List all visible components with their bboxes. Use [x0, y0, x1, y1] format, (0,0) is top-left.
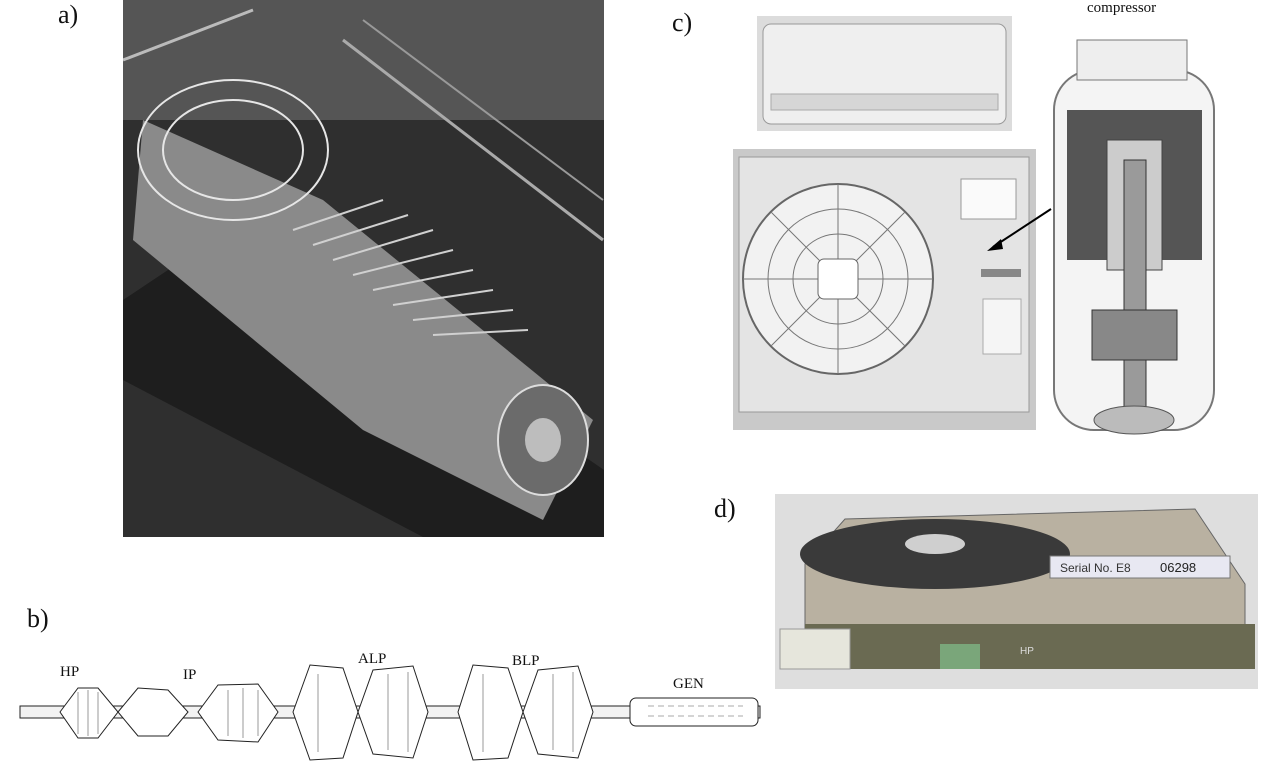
outdoor-unit-photo — [733, 149, 1036, 430]
compressor-caption: compressor — [1087, 0, 1157, 16]
arrow-icon — [987, 208, 1052, 251]
section-label-gen: GEN — [673, 676, 704, 692]
section-label-blp: BLP — [512, 653, 540, 669]
serial-number: 06298 — [1160, 560, 1196, 575]
section-label-ip: IP — [183, 667, 197, 683]
brand-label: HP — [1020, 646, 1034, 657]
compressor-cutaway — [1052, 20, 1217, 440]
panel-label-b: b) — [27, 604, 49, 633]
indoor-unit-photo — [757, 16, 1012, 131]
panel-label-d: d) — [714, 494, 736, 523]
section-label-hp: HP — [60, 664, 80, 680]
rotor-schematic: HP IP ALP BLP GEN — [18, 640, 763, 765]
section-label-alp: ALP — [358, 651, 387, 667]
turbine-photo — [123, 0, 604, 537]
serial-label: Serial No. E8 — [1060, 561, 1131, 575]
panel-label-c: c) — [672, 8, 693, 37]
hard-disk-photo: Serial No. E8 06298 HP — [775, 494, 1258, 689]
panel-label-a: a) — [58, 0, 79, 29]
